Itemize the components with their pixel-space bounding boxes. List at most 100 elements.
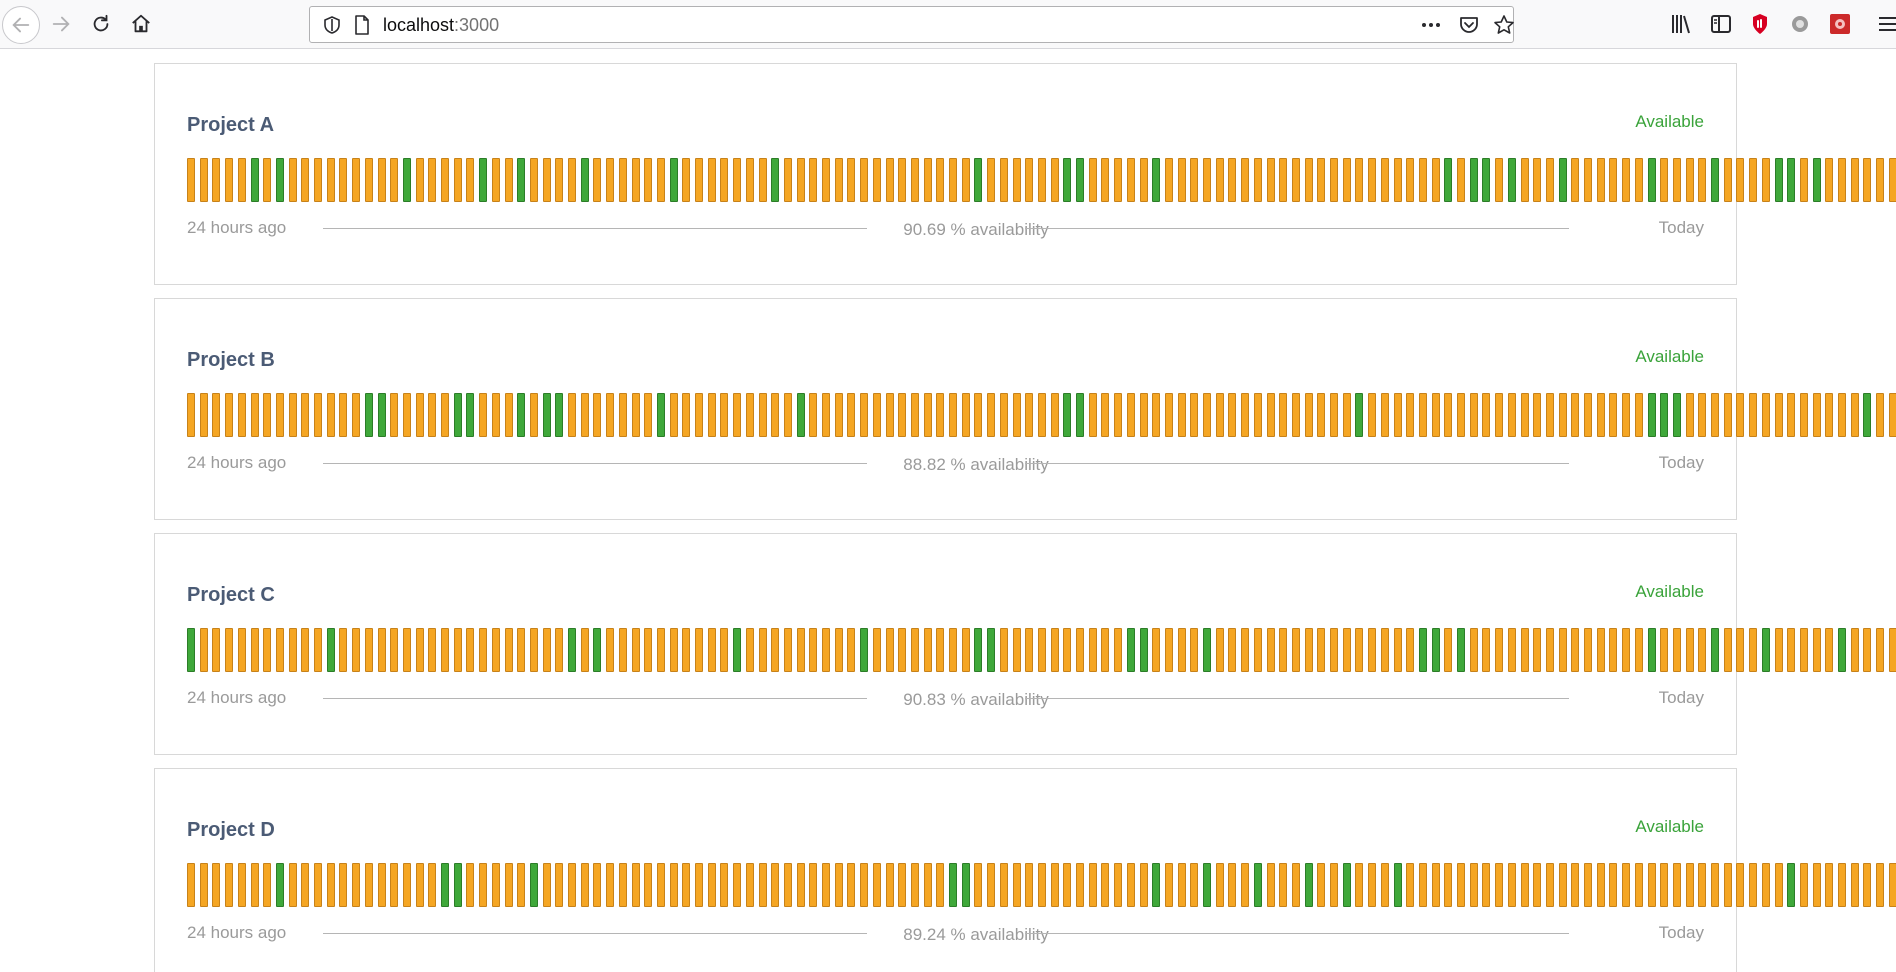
uptime-bar-warning[interactable] (199, 628, 208, 672)
uptime-bar-warning[interactable] (809, 863, 818, 907)
uptime-bar-warning[interactable] (695, 628, 703, 672)
uptime-bar-warning[interactable] (1279, 628, 1288, 672)
uptime-bar-warning[interactable] (783, 393, 792, 437)
uptime-bar-warning[interactable] (1482, 393, 1491, 437)
uptime-bar-warning[interactable] (1850, 158, 1859, 202)
uptime-bar-warning[interactable] (580, 393, 589, 437)
uptime-bar-warning[interactable] (1469, 628, 1478, 672)
uptime-bar-warning[interactable] (1025, 863, 1034, 907)
uptime-bar-warning[interactable] (644, 628, 653, 672)
uptime-bar-warning[interactable] (1126, 863, 1135, 907)
uptime-bar-warning[interactable] (1672, 863, 1681, 907)
uptime-bar-warning[interactable] (1114, 393, 1123, 437)
uptime-bar-warning[interactable] (1279, 863, 1288, 907)
uptime-bar-warning[interactable] (1431, 158, 1440, 202)
uptime-bar-warning[interactable] (631, 628, 640, 672)
uptime-bar-warning[interactable] (288, 393, 297, 437)
uptime-bar-warning[interactable] (1342, 158, 1351, 202)
uptime-bar-warning[interactable] (1761, 158, 1770, 202)
uptime-bar-warning[interactable] (301, 863, 310, 907)
uptime-bar-warning[interactable] (1520, 863, 1529, 907)
uptime-bar-warning[interactable] (212, 863, 221, 907)
uptime-bar-warning[interactable] (1888, 158, 1896, 202)
uptime-bar-warning[interactable] (923, 863, 932, 907)
uptime-bar-warning[interactable] (1444, 628, 1453, 672)
uptime-bar-warning[interactable] (1533, 628, 1542, 672)
uptime-bar-warning[interactable] (936, 158, 945, 202)
uptime-bar-warning[interactable] (1101, 863, 1110, 907)
uptime-bar-warning[interactable] (1596, 393, 1605, 437)
uptime-bar-warning[interactable] (1228, 628, 1237, 672)
uptime-bar-ok[interactable] (1304, 863, 1313, 907)
uptime-bar-warning[interactable] (1431, 863, 1440, 907)
uptime-bar-warning[interactable] (1418, 158, 1427, 202)
uptime-bar-warning[interactable] (1215, 158, 1224, 202)
uptime-bar-warning[interactable] (1037, 158, 1046, 202)
uptime-bar-warning[interactable] (263, 628, 272, 672)
uptime-bar-warning[interactable] (1812, 628, 1821, 672)
uptime-bar-warning[interactable] (1469, 863, 1478, 907)
uptime-bar-warning[interactable] (1609, 863, 1618, 907)
uptime-bar-warning[interactable] (263, 863, 272, 907)
uptime-bar-warning[interactable] (885, 393, 894, 437)
uptime-bar-warning[interactable] (1342, 628, 1351, 672)
uptime-bar-warning[interactable] (1749, 628, 1758, 672)
uptime-bar-warning[interactable] (1723, 863, 1732, 907)
uptime-bar-warning[interactable] (1330, 863, 1338, 907)
uptime-bar-ok[interactable] (517, 158, 526, 202)
uptime-bar-warning[interactable] (1418, 393, 1427, 437)
uptime-bar-warning[interactable] (1736, 158, 1745, 202)
uptime-bar-warning[interactable] (949, 158, 957, 202)
uptime-bar-warning[interactable] (1825, 863, 1834, 907)
uptime-bar-warning[interactable] (1457, 158, 1465, 202)
uptime-bar-ok[interactable] (542, 393, 551, 437)
uptime-bar-warning[interactable] (1177, 863, 1186, 907)
uptime-bar-warning[interactable] (745, 628, 754, 672)
uptime-bar-warning[interactable] (1850, 393, 1859, 437)
uptime-bar-warning[interactable] (428, 628, 437, 672)
uptime-bar-warning[interactable] (1228, 158, 1237, 202)
uptime-bar-ok[interactable] (441, 863, 449, 907)
uptime-bar-warning[interactable] (1736, 863, 1745, 907)
uptime-bar-warning[interactable] (1330, 158, 1338, 202)
uptime-bar-warning[interactable] (491, 158, 500, 202)
uptime-bar-warning[interactable] (390, 393, 399, 437)
uptime-bar-warning[interactable] (1088, 863, 1097, 907)
uptime-bar-warning[interactable] (834, 393, 843, 437)
uptime-bar-warning[interactable] (415, 158, 424, 202)
uptime-bar-warning[interactable] (860, 158, 869, 202)
uptime-bar-warning[interactable] (1736, 393, 1745, 437)
uptime-bar-warning[interactable] (1469, 393, 1478, 437)
uptime-bar-warning[interactable] (339, 393, 348, 437)
uptime-bar-ok[interactable] (453, 863, 462, 907)
uptime-bar-ok[interactable] (187, 628, 195, 672)
uptime-bar-warning[interactable] (1215, 628, 1224, 672)
uptime-bar-warning[interactable] (1838, 158, 1846, 202)
uptime-bar-warning[interactable] (1380, 158, 1389, 202)
uptime-bar-warning[interactable] (1050, 628, 1059, 672)
uptime-bar-warning[interactable] (1444, 863, 1453, 907)
uptime-bar-warning[interactable] (428, 863, 437, 907)
uptime-bar-warning[interactable] (656, 628, 665, 672)
uptime-bar-warning[interactable] (1495, 863, 1504, 907)
uptime-bar-warning[interactable] (1368, 393, 1377, 437)
uptime-bar-warning[interactable] (1291, 628, 1300, 672)
uptime-bar-warning[interactable] (1698, 863, 1707, 907)
uptime-bar-ok[interactable] (568, 628, 576, 672)
uptime-bar-warning[interactable] (326, 863, 335, 907)
uptime-bar-warning[interactable] (644, 393, 653, 437)
uptime-bar-warning[interactable] (555, 158, 564, 202)
uptime-bar-ok[interactable] (1647, 158, 1656, 202)
uptime-bar-warning[interactable] (1304, 393, 1313, 437)
uptime-bar-warning[interactable] (1584, 158, 1592, 202)
uptime-bar-warning[interactable] (1025, 158, 1034, 202)
uptime-bar-warning[interactable] (631, 863, 640, 907)
uptime-bar-warning[interactable] (237, 393, 246, 437)
uptime-bar-warning[interactable] (1761, 393, 1770, 437)
uptime-bar-warning[interactable] (923, 628, 932, 672)
uptime-bar-warning[interactable] (415, 863, 424, 907)
uptime-bar-warning[interactable] (1037, 393, 1046, 437)
sidebar-icon[interactable] (1709, 12, 1733, 36)
uptime-bar-warning[interactable] (771, 863, 780, 907)
uptime-bar-warning[interactable] (1850, 863, 1859, 907)
